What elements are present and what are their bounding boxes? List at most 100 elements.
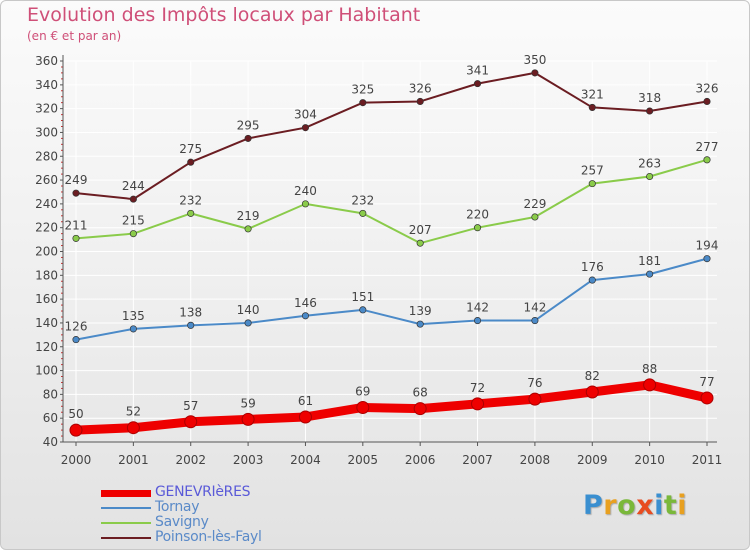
y-tick-label: 260 <box>35 173 58 187</box>
data-label-savigny: 220 <box>466 208 489 222</box>
data-label-savigny: 215 <box>122 214 145 228</box>
x-tick-label: 2005 <box>348 453 379 467</box>
logo-letter: r <box>603 490 618 521</box>
y-tick-label: 80 <box>43 387 58 401</box>
series-line-tornay <box>75 257 708 341</box>
y-tick-label: 360 <box>35 54 58 68</box>
x-tick-label: 2011 <box>692 453 723 467</box>
data-point-poinson <box>187 158 195 166</box>
legend-swatch-savigny <box>101 522 151 524</box>
y-tick-label: 240 <box>35 197 58 211</box>
x-tick-label: 2010 <box>634 453 665 467</box>
data-point-tornay <box>416 320 424 328</box>
data-label-savigny: 232 <box>351 193 374 207</box>
data-label-geneveries: 82 <box>585 369 600 383</box>
data-point-tornay <box>646 270 654 278</box>
data-point-tornay <box>473 317 482 325</box>
series-line-savigny <box>75 158 708 245</box>
data-point-geneveries <box>126 421 140 435</box>
data-point-poinson <box>473 80 482 88</box>
data-label-geneveries: 69 <box>355 384 370 398</box>
logo-letter: i <box>677 490 688 521</box>
data-point-poinson <box>646 107 654 115</box>
data-label-tornay: 146 <box>294 296 317 310</box>
data-point-tornay <box>301 312 310 320</box>
data-label-poinson: 244 <box>122 179 145 193</box>
data-point-savigny <box>703 156 711 164</box>
data-point-tornay <box>187 321 195 329</box>
data-label-geneveries: 52 <box>126 405 141 419</box>
data-point-geneveries <box>69 423 83 437</box>
data-point-geneveries <box>413 402 427 416</box>
data-point-geneveries <box>700 391 714 405</box>
logo-letter: i <box>654 490 664 521</box>
data-point-savigny <box>187 209 195 217</box>
data-point-poinson <box>301 124 310 132</box>
data-point-savigny <box>416 239 424 247</box>
data-point-poinson <box>359 99 367 107</box>
logo-letter: x <box>636 490 655 521</box>
data-point-savigny <box>473 224 482 232</box>
data-label-savigny: 240 <box>294 184 317 198</box>
proxiti-logo: Proxiti <box>583 490 687 521</box>
data-label-savigny: 263 <box>638 156 661 170</box>
series-line-poinson <box>75 71 708 201</box>
data-label-tornay: 139 <box>409 304 432 318</box>
data-label-tornay: 135 <box>122 309 145 323</box>
data-point-geneveries <box>356 400 370 414</box>
data-label-poinson: 275 <box>179 142 202 156</box>
data-label-tornay: 194 <box>696 239 719 253</box>
data-label-poinson: 321 <box>581 87 604 101</box>
data-point-geneveries <box>241 412 255 426</box>
data-label-poinson: 341 <box>466 64 489 78</box>
x-tick-label: 2006 <box>405 453 436 467</box>
data-label-geneveries: 57 <box>183 399 198 413</box>
y-tick-label: 220 <box>35 221 58 235</box>
data-label-poinson: 318 <box>638 91 661 105</box>
x-tick-label: 2002 <box>175 453 206 467</box>
data-point-poinson <box>416 97 424 106</box>
logo-letter: o <box>617 490 637 521</box>
data-point-savigny <box>588 180 596 188</box>
data-label-geneveries: 50 <box>68 407 83 421</box>
legend-label-poinson: Poinson-lès-Fayl <box>155 529 262 545</box>
data-label-savigny: 232 <box>179 193 202 207</box>
legend-swatch-poinson <box>101 537 151 539</box>
legend-label-geneveries: GENEVRIèRES <box>155 484 251 500</box>
data-point-tornay <box>703 255 711 263</box>
x-tick-label: 2009 <box>577 453 608 467</box>
x-tick-label: 2008 <box>520 453 551 467</box>
data-point-poinson <box>703 97 711 106</box>
data-point-tornay <box>129 325 137 333</box>
y-tick-label: 320 <box>35 102 58 116</box>
data-label-tornay: 140 <box>237 303 260 317</box>
data-label-tornay: 181 <box>638 254 661 268</box>
x-tick-label: 2004 <box>290 453 321 467</box>
data-label-geneveries: 76 <box>527 376 542 390</box>
data-point-geneveries <box>298 410 312 424</box>
data-point-tornay <box>244 319 252 327</box>
y-tick-label: 120 <box>35 340 58 354</box>
data-point-savigny <box>531 213 539 221</box>
data-label-poinson: 304 <box>294 108 317 122</box>
data-label-poinson: 326 <box>696 81 719 95</box>
data-label-savigny: 257 <box>581 164 604 178</box>
data-point-geneveries <box>184 415 198 429</box>
data-point-tornay <box>531 317 539 325</box>
data-label-tornay: 176 <box>581 260 604 274</box>
data-point-savigny <box>359 209 367 217</box>
y-tick-label: 60 <box>43 411 58 425</box>
y-tick-label: 160 <box>35 292 58 306</box>
data-label-poinson: 249 <box>65 173 88 187</box>
series-line-geneveries <box>71 380 712 435</box>
legend-swatch-tornay <box>101 507 151 509</box>
legend-label-tornay: Tornay <box>155 499 200 515</box>
data-point-geneveries <box>585 385 599 399</box>
data-label-tornay: 138 <box>179 305 202 319</box>
data-point-savigny <box>129 230 137 238</box>
x-tick-label: 2007 <box>462 453 493 467</box>
y-tick-label: 280 <box>35 149 58 163</box>
x-tick-label: 2003 <box>233 453 264 467</box>
y-tick-label: 180 <box>35 268 58 282</box>
data-label-savigny: 277 <box>696 140 719 154</box>
